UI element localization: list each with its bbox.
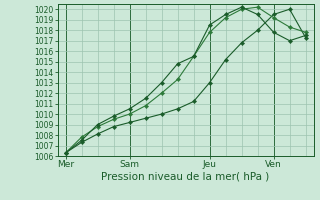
- X-axis label: Pression niveau de la mer( hPa ): Pression niveau de la mer( hPa ): [101, 172, 270, 182]
